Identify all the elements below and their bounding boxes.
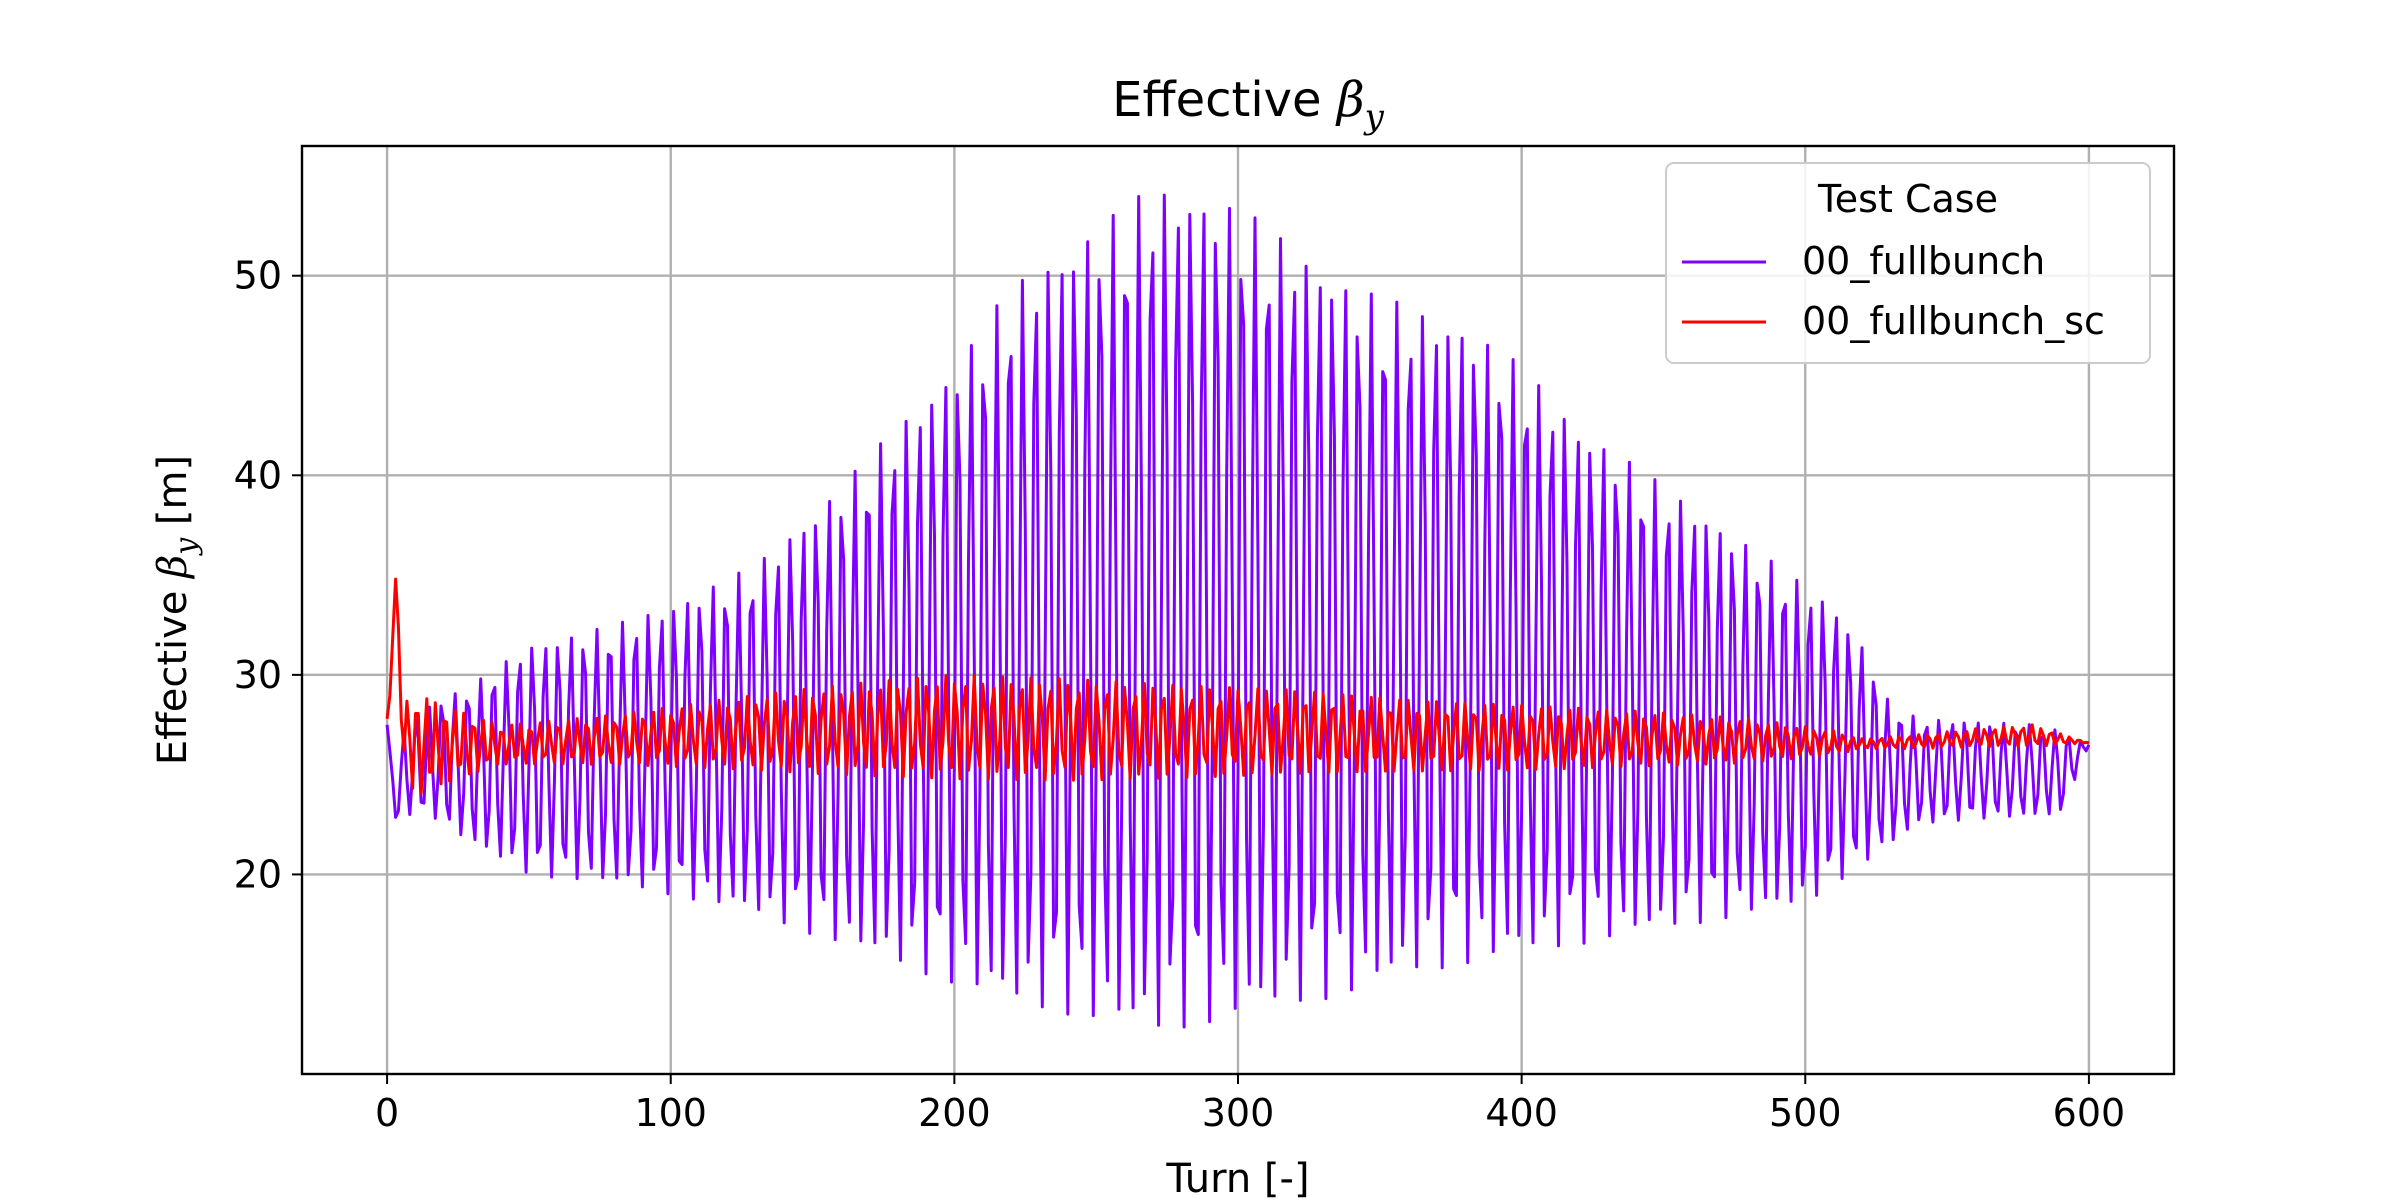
series-line-00-fullbunch — [385, 193, 2091, 1029]
series-line-00-fullbunch-sc — [385, 577, 2090, 795]
x-tick-label: 200 — [918, 1091, 991, 1135]
x-axis-label: Turn [-] — [1165, 1156, 1309, 1200]
y-tick-label: 40 — [234, 453, 282, 497]
legend-label-fullbunch: 00_fullbunch — [1802, 239, 2045, 283]
series-layer — [385, 193, 2091, 1029]
x-tick-label: 400 — [1485, 1091, 1558, 1135]
chart-title: Effective βy — [1112, 72, 1384, 137]
legend-label-fullbunch-sc: 00_fullbunch_sc — [1802, 299, 2105, 343]
x-tick-label: 0 — [375, 1091, 399, 1135]
y-tick-label: 50 — [234, 254, 282, 298]
x-tick-label: 600 — [2053, 1091, 2126, 1135]
axis-ticks: 0 100 200 300 400 500 600 20 30 40 50 — [234, 254, 2126, 1135]
x-tick-label: 300 — [1202, 1091, 1275, 1135]
y-tick-label: 30 — [234, 653, 282, 697]
legend-box — [1665, 162, 2151, 364]
y-axis-label: Effective βy [m] — [150, 455, 204, 765]
x-tick-label: 100 — [634, 1091, 707, 1135]
x-tick-label: 500 — [1769, 1091, 1842, 1135]
y-tick-label: 20 — [234, 852, 282, 896]
legend: Test Case 00_fullbunch 00_fullbunch_sc — [1665, 162, 2151, 364]
legend-title: Test Case — [1817, 177, 1998, 221]
